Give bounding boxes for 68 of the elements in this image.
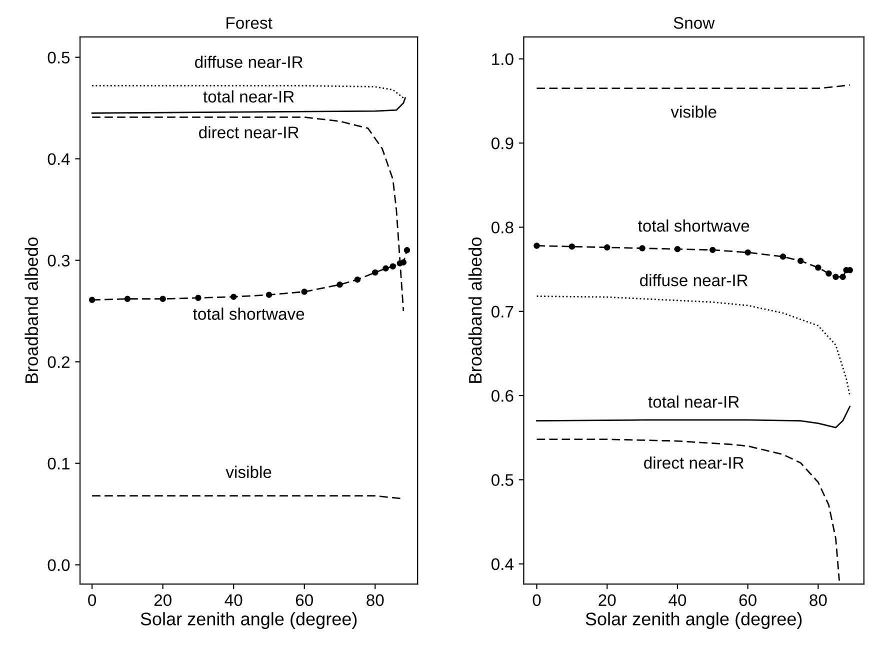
series-label: diffuse near-IR <box>195 56 303 68</box>
point <box>826 270 832 277</box>
point <box>815 264 822 271</box>
x-tick-label: 40 <box>668 594 686 606</box>
y-axis-title: Broadband albedo <box>24 238 38 383</box>
x-tick-label: 80 <box>366 594 384 606</box>
line-series <box>536 296 851 396</box>
x-tick-label: 80 <box>810 594 827 606</box>
y-tick-label: 0.1 <box>48 458 70 470</box>
y-tick-label: 1.0 <box>492 53 514 66</box>
y-tick-label: 0.5 <box>492 474 514 486</box>
point <box>372 269 378 276</box>
x-axis-title: Solar zenith angle (degree) <box>586 612 802 629</box>
series-label: total near-IR <box>203 90 294 103</box>
y-tick-label: 0.6 <box>492 390 514 402</box>
point <box>404 247 410 254</box>
x-tick-label: 20 <box>598 594 616 606</box>
y-tick-label: 0.3 <box>48 254 70 267</box>
series-label: direct near-IR <box>644 456 744 469</box>
x-tick-label: 0 <box>88 594 96 606</box>
y-tick-label: 0.8 <box>492 222 514 234</box>
point <box>400 259 407 266</box>
point <box>336 282 343 288</box>
y-tick-label: 0.7 <box>492 306 514 318</box>
series-label: visible <box>670 106 716 118</box>
y-axis-title: Broadband albedo <box>468 238 482 383</box>
point <box>354 276 361 283</box>
point <box>797 258 804 264</box>
series-label: direct near-IR <box>199 126 299 138</box>
series-label: visible <box>226 466 272 478</box>
point <box>604 244 610 251</box>
series-label: total shortwave <box>193 308 304 320</box>
x-tick-label: 40 <box>224 594 242 606</box>
x-tick-label: 20 <box>154 594 172 606</box>
series-label: diffuse near-IR <box>640 274 748 286</box>
y-tick-label: 0.0 <box>48 559 70 572</box>
x-tick-label: 0 <box>532 594 541 606</box>
series-label: total shortwave <box>638 220 750 232</box>
point <box>710 246 716 254</box>
x-tick-label: 60 <box>296 594 313 606</box>
y-tick-label: 0.4 <box>48 153 70 165</box>
point <box>88 296 96 304</box>
chart-title: Snow <box>674 17 715 29</box>
point <box>744 249 751 256</box>
y-tick-label: 0.2 <box>48 356 70 368</box>
y-tick-label: 0.9 <box>492 137 514 150</box>
point <box>390 263 396 270</box>
point <box>780 254 786 260</box>
point <box>382 265 389 272</box>
y-tick-label: 0.5 <box>48 52 70 64</box>
point <box>230 294 237 300</box>
point <box>301 288 308 295</box>
point <box>534 242 540 249</box>
line-series <box>536 438 840 582</box>
point <box>840 274 846 280</box>
point <box>195 294 202 301</box>
x-tick-label: 60 <box>739 594 756 606</box>
point <box>832 274 839 280</box>
point <box>639 245 646 252</box>
y-tick-label: 0.4 <box>492 558 514 570</box>
series-label: total near-IR <box>648 396 739 408</box>
point <box>266 292 272 298</box>
point <box>568 243 576 250</box>
x-axis-title: Solar zenith angle (degree) <box>140 612 357 629</box>
point <box>674 246 681 252</box>
point <box>160 296 166 302</box>
point <box>124 296 131 302</box>
chart-title: Forest <box>226 17 272 29</box>
